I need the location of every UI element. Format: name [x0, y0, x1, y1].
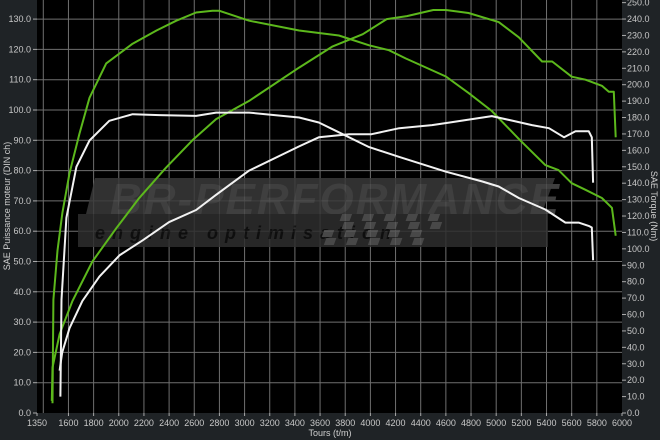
y-right-tick-label: 170.0 [627, 129, 650, 139]
y-right-tick-label: 80.0 [627, 277, 645, 287]
y-axis-left: 0.0 10.0 20.0 30.0 40.0 50.0 60.0 70.0 80.0 90.0 1… [8, 14, 37, 418]
y-right-tick-label: 190.0 [627, 96, 650, 106]
x-tick-label: 6000 [612, 418, 632, 428]
y-left-tick-label: 130.0 [8, 14, 31, 24]
checker-square [367, 238, 381, 245]
checker-square [321, 230, 335, 237]
x-axis-label: Tours (t/m) [308, 428, 351, 438]
tuned-power-curve [50, 9, 617, 401]
x-tick-label: 4000 [360, 418, 380, 428]
y-right-tick-label: 250.0 [627, 0, 650, 8]
x-tick-label: 4800 [461, 418, 481, 428]
checker-square [409, 230, 423, 237]
x-tick-label: 3600 [310, 418, 330, 428]
y-right-tick-label: 210.0 [627, 63, 650, 73]
y-left-tick-label: 100.0 [8, 105, 31, 115]
y-right-tick-label: 230.0 [627, 30, 650, 40]
y-left-tick-label: 50.0 [13, 256, 31, 266]
x-tick-label: 1600 [58, 418, 78, 428]
x-tick-label: 1800 [84, 418, 104, 428]
x-axis: 1350 1600 1800 2000 2200 2400 2600 2800 3000 3200… [27, 413, 632, 428]
y-right-tick-label: 50.0 [627, 326, 645, 336]
checker-square [361, 214, 375, 221]
y-right-tick-label: 150.0 [627, 162, 650, 172]
checker-square [407, 222, 421, 229]
y-right-tick-label: 240.0 [627, 14, 650, 24]
y-left-tick-label: 60.0 [13, 226, 31, 236]
y-left-tick-label: 20.0 [13, 347, 31, 357]
y-axis-right-label: SAE Torque (Nm) [649, 171, 659, 241]
checker-square [345, 238, 359, 245]
y-right-tick-label: 30.0 [627, 359, 645, 369]
checker-square [411, 238, 425, 245]
y-right-tick-label: 160.0 [627, 145, 650, 155]
x-tick-label: 2600 [184, 418, 204, 428]
y-right-tick-label: 20.0 [627, 375, 645, 385]
y-right-tick-label: 70.0 [627, 293, 645, 303]
x-tick-label: 5400 [537, 418, 557, 428]
y-right-tick-label: 180.0 [627, 113, 650, 123]
x-tick-label: 2000 [109, 418, 129, 428]
y-right-tick-label: 100.0 [627, 244, 650, 254]
y-right-tick-label: 0.0 [627, 408, 640, 418]
x-tick-label: 3200 [260, 418, 280, 428]
tuned-torque-curve [51, 9, 617, 404]
y-axis-left-label: SAE Puissance moteur (DIN ch) [2, 142, 12, 271]
y-left-tick-label: 40.0 [13, 287, 31, 297]
checker-square [365, 230, 379, 237]
svg-text:engine optimisation: engine optimisation [95, 223, 398, 243]
y-right-tick-label: 10.0 [627, 392, 645, 402]
y-left-tick-label: 120.0 [8, 44, 31, 54]
y-right-tick-label: 90.0 [627, 260, 645, 270]
x-tick-label: 1350 [27, 418, 47, 428]
y-axis-right: 0.0 10.0 20.0 30.0 40.0 50.0 60.0 70.0 80.0 90.0 1… [622, 0, 650, 418]
y-right-tick-label: 140.0 [627, 178, 650, 188]
series-group [50, 9, 617, 404]
checker-square [387, 230, 401, 237]
y-left-tick-label: 0.0 [18, 408, 31, 418]
y-right-tick-label: 220.0 [627, 47, 650, 57]
stock-power-curve [58, 115, 595, 371]
checker-square [429, 222, 443, 229]
checker-square [389, 238, 403, 245]
x-tick-label: 5200 [511, 418, 531, 428]
y-right-tick-label: 40.0 [627, 342, 645, 352]
y-right-tick-label: 60.0 [627, 310, 645, 320]
checker-square [323, 238, 337, 245]
x-tick-label: 3000 [235, 418, 255, 428]
x-tick-label: 5600 [562, 418, 582, 428]
checker-square [385, 222, 399, 229]
y-right-tick-label: 110.0 [627, 227, 649, 237]
y-left-tick-label: 10.0 [13, 378, 31, 388]
y-left-tick-label: 80.0 [13, 166, 31, 176]
checker-square [343, 230, 357, 237]
y-left-tick-label: 90.0 [13, 135, 31, 145]
y-left-tick-label: 30.0 [13, 317, 31, 327]
x-tick-label: 3400 [285, 418, 305, 428]
x-tick-label: 4200 [386, 418, 406, 428]
x-tick-label: 5000 [486, 418, 506, 428]
y-right-tick-label: 120.0 [627, 211, 650, 221]
stock-torque-curve [59, 111, 595, 397]
y-right-tick-label: 200.0 [627, 80, 650, 90]
y-left-tick-label: 70.0 [13, 196, 31, 206]
watermark-logo: BR-PERFORMANCE engine optimisation [78, 175, 559, 247]
checker-square [363, 222, 377, 229]
checker-square [427, 214, 441, 221]
x-tick-label: 2800 [209, 418, 229, 428]
x-tick-label: 2200 [134, 418, 154, 428]
checker-square [341, 222, 355, 229]
checker-square [339, 214, 353, 221]
y-right-tick-label: 130.0 [627, 195, 650, 205]
checker-square [405, 214, 419, 221]
checker-square [383, 214, 397, 221]
x-tick-label: 5800 [587, 418, 607, 428]
x-tick-label: 4400 [411, 418, 431, 428]
x-tick-label: 2400 [159, 418, 179, 428]
x-tick-label: 3800 [335, 418, 355, 428]
y-left-tick-label: 110.0 [9, 75, 31, 85]
x-tick-label: 4600 [436, 418, 456, 428]
